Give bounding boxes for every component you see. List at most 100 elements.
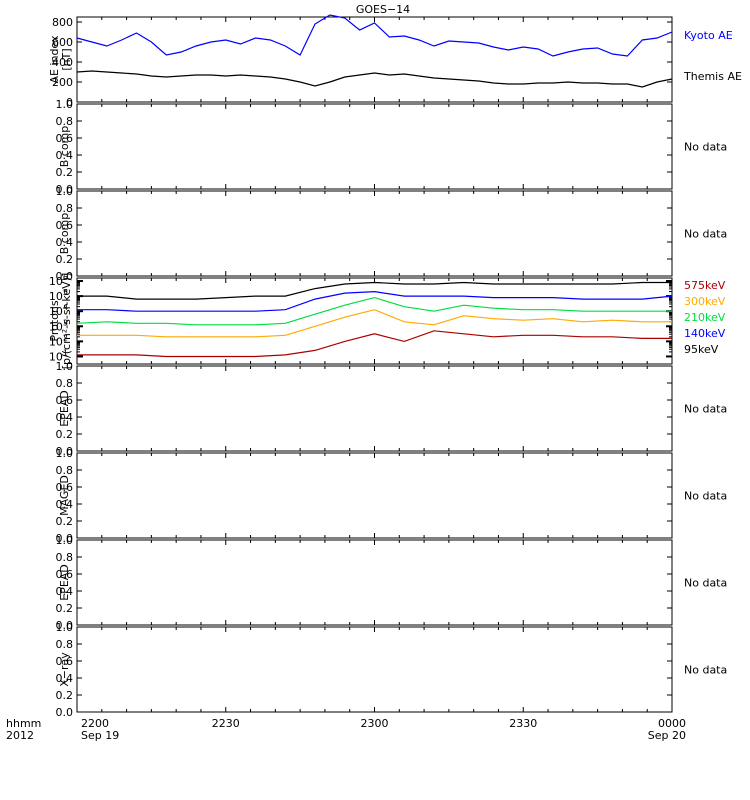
panel-5-ylabel: EPEAD [58,390,71,427]
panel-8-ytick: 1.0 [56,621,74,634]
ytick-decade: 105 [49,288,68,303]
panel-1-ytick: 400 [52,56,73,69]
x-tick-date: Sep 20 [648,729,686,742]
legend-300keV: 300keV [684,295,726,308]
panel-1-ytick: 600 [52,36,73,49]
panel-2-ylabel: B comp [58,126,71,168]
panel-8-ytick: 0.6 [56,655,74,668]
panel-6-ytick: 0.6 [56,481,74,494]
panel-8-ylabel: X−ray [58,652,71,687]
legend-Themis-AE: Themis AE [683,70,742,83]
legend-Kyoto-AE: Kyoto AE [684,29,733,42]
panel-2-ytick: 0.8 [56,115,74,128]
panel-5-ytick: 0.4 [56,411,74,424]
x-tick-label: 2300 [361,717,389,730]
panel-6-frame [76,452,673,539]
panel-6-ytick: 1.0 [56,447,74,460]
panel-7-ytick: 0.6 [56,568,74,581]
legend-575keV: 575keV [684,279,726,292]
panel-3: B comp 0.0 0.2 0.4 0.6 0.8 1.0 No data [56,185,728,283]
legend-95keV: 95keV [684,343,719,356]
x-corner-label: hhmm [6,717,41,730]
panel-8-frame [76,626,673,713]
series-line-Kyoto-AE [76,14,673,57]
panel-8: X−ray 0.0 0.2 0.4 0.6 0.8 1.0 No data [56,621,728,719]
panel-1: AE index [nT] 0 200 400 600 800 Kyoto AE Themis … [48,14,742,109]
panel-6: MAGED 0.0 0.2 0.4 0.6 0.8 1.0 No data [56,447,728,545]
panel-7-frame [76,539,673,626]
panel-5: EPEAD 0.0 0.2 0.4 0.6 0.8 1.0 No data [56,360,728,458]
panel-8-ytick: 0.2 [56,689,74,702]
panel-4-ylabel: [p/(cm²-s-sr-keV)] [60,273,73,370]
panel-6-ytick: 0.2 [56,515,74,528]
ytick-decade: 106 [49,273,68,288]
panel-7-ytick: 0.2 [56,602,74,615]
legend-140keV: 140keV [684,327,726,340]
ytick-decade: 101 [49,348,68,363]
panel-3-ylabel: B comp [58,213,71,255]
panel-1-ylabel: AE index [48,35,61,84]
x-tick-label: 2330 [509,717,537,730]
panel-7-ytick: 0.4 [56,585,74,598]
panel-7-ytick: 1.0 [56,534,74,547]
plot-title: GOES−14 [356,3,410,16]
panel-3-frame [76,190,673,277]
panel-1-ytick: 800 [52,16,73,29]
series-line-300keV [77,309,672,338]
x-tick-label: 2230 [212,717,240,730]
panel-5-ytick: 0.6 [56,394,74,407]
panel-8-ytick: 0.4 [56,672,74,685]
x-tick-date: Sep 19 [81,729,119,742]
panel-7-ylabel: EPEAD [58,564,71,601]
series-line-575keV [77,330,672,358]
no-data-label: No data [684,490,727,503]
panel-5-ytick: 0.8 [56,377,74,390]
panel-7: EPEAD 0.0 0.2 0.4 0.6 0.8 1.0 No data [56,534,728,632]
panel-2-ytick: 0.2 [56,166,74,179]
panel-1-ytick: 200 [52,76,73,89]
panel-3-ytick: 0.6 [56,219,74,232]
legend-210keV: 210keV [684,311,726,324]
panel-3-ytick: 0.0 [56,270,74,283]
ytick-decade: 103 [49,318,68,333]
panel-5-ytick: 0.2 [56,428,74,441]
panel-6-ytick: 0.8 [56,464,74,477]
panel-3-ytick: 0.2 [56,253,74,266]
panel-1-ylabel: [nT] [60,48,73,70]
panel-5-frame [76,365,673,452]
panels: AE index [nT] 0 200 400 600 800 Kyoto AE Themis … [48,14,742,719]
panel-2-ytick: 0.0 [56,183,74,196]
panel-4: Protons [p/(cm²-s-sr-keV)]101102103104105… [48,273,726,370]
panel-2-ytick: 0.6 [56,132,74,145]
panel-1-ytick: 0 [66,96,73,109]
no-data-label: No data [684,228,727,241]
panel-3-ytick: 0.4 [56,236,74,249]
panel-2-ytick: 1.0 [56,98,74,111]
panel-6-ylabel: MAGED [58,475,71,516]
panel-8-ytick: 0.8 [56,638,74,651]
ytick-decade: 104 [49,303,68,318]
x-tick-label: 0000 [658,717,686,730]
panel-8-ytick: 0.0 [56,706,74,719]
x-corner-year: 2012 [6,729,34,742]
panel-5-ytick: 0.0 [56,445,74,458]
panel-6-ytick: 0.4 [56,498,74,511]
panel-7-ytick: 0.8 [56,551,74,564]
panel-4-frame [76,277,673,365]
panel-2: B comp 0.0 0.2 0.4 0.6 0.8 1.0 No data [56,98,728,196]
no-data-label: No data [684,664,727,677]
series-line-210keV [76,296,672,326]
panel-6-ytick: 0.0 [56,532,74,545]
no-data-label: No data [684,577,727,590]
panel-2-ytick: 0.4 [56,149,74,162]
panel-3-ytick: 0.8 [56,202,74,215]
panel-2-frame [76,103,673,190]
series-line-Themis-AE [76,70,673,88]
ytick-decade: 102 [49,333,68,348]
panel-7-ytick: 0.0 [56,619,74,632]
panel-5-ytick: 1.0 [56,360,74,373]
no-data-label: No data [684,403,727,416]
series-line-140keV [77,290,673,312]
